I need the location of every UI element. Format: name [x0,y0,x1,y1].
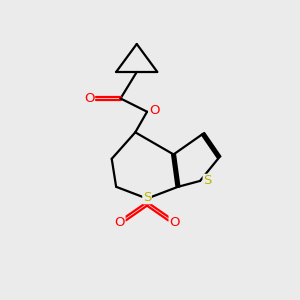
Text: O: O [84,92,94,105]
Text: O: O [149,104,160,117]
Text: O: O [114,216,125,229]
Text: S: S [143,190,151,204]
Text: O: O [169,216,180,229]
Text: S: S [203,174,212,188]
